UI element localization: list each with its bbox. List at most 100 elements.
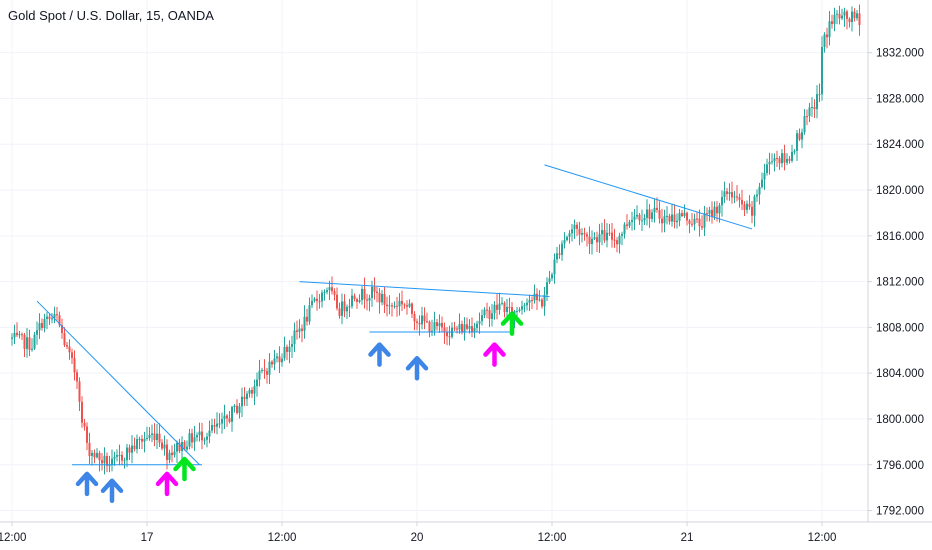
candle-body <box>648 209 651 219</box>
candle-body <box>711 209 713 217</box>
candle-body <box>378 292 381 303</box>
candle-body <box>191 433 193 443</box>
candle-body <box>646 209 648 218</box>
candle-body <box>261 369 263 371</box>
candle-body <box>146 437 148 439</box>
candle-body <box>786 158 788 163</box>
candle-body <box>521 306 523 310</box>
candle-body <box>771 161 773 163</box>
candle-body <box>48 316 51 320</box>
candle-body <box>781 153 783 164</box>
candle-body <box>753 196 756 216</box>
candle-body <box>126 447 128 461</box>
candle-body <box>856 13 858 19</box>
candle-body <box>73 358 76 373</box>
candle-body <box>16 332 18 336</box>
price-tick-label: 1808.000 <box>876 322 924 334</box>
candle-body <box>108 465 111 467</box>
candle-body <box>51 318 53 320</box>
candle-body <box>853 11 856 19</box>
candle-body <box>488 310 491 319</box>
candle-body <box>398 300 401 307</box>
candle-body <box>128 447 131 453</box>
price-tick-label: 1832.000 <box>876 48 924 60</box>
candle-body <box>346 307 348 312</box>
trendline <box>36 300 200 466</box>
candle-body <box>701 226 703 228</box>
time-tick-label: 12:00 <box>0 532 26 544</box>
candle-body <box>313 298 316 301</box>
candle-body <box>163 444 166 449</box>
candle-body <box>401 300 403 305</box>
candle-body <box>621 233 623 236</box>
candle-body <box>183 441 186 450</box>
candle-body <box>21 334 23 336</box>
candle-body <box>656 207 658 210</box>
candle-body <box>553 259 556 275</box>
candle-body <box>506 306 508 313</box>
candle-body <box>751 206 753 216</box>
candle-body <box>381 294 383 303</box>
candle-body <box>538 299 541 301</box>
candle-body <box>161 442 163 449</box>
candle-body <box>171 452 173 456</box>
candle-body <box>338 308 341 316</box>
blue-arrow-up-icon <box>405 356 429 381</box>
candle-body <box>566 236 568 241</box>
candle-body <box>198 431 201 436</box>
candle-body <box>651 212 653 219</box>
candle-body <box>328 287 331 291</box>
candle-body <box>558 253 561 255</box>
candle-body <box>316 298 318 302</box>
candle-body <box>641 220 643 222</box>
candle-body <box>431 330 433 333</box>
candle-body <box>186 446 188 450</box>
candle-body <box>266 371 268 375</box>
candle-body <box>623 224 626 234</box>
candle-body <box>116 455 118 457</box>
candle-body <box>811 107 813 109</box>
candle-body <box>838 13 841 19</box>
candle-body <box>531 300 533 302</box>
price-tick-label: 1828.000 <box>876 93 924 105</box>
candle-body <box>326 290 328 293</box>
candle-body <box>63 333 66 346</box>
candle-body <box>388 305 391 307</box>
candle-body <box>768 161 771 165</box>
time-tick-label: 12:00 <box>538 532 567 544</box>
candle-body <box>423 315 426 322</box>
candle-body <box>693 218 696 225</box>
candle-body <box>596 237 598 243</box>
candle-body <box>718 205 721 214</box>
price-tick-label: 1824.000 <box>876 139 924 151</box>
candle-body <box>631 219 633 222</box>
candle-body <box>298 328 301 332</box>
blue-arrow-up-icon <box>75 471 99 497</box>
candle-body <box>141 438 143 442</box>
candle-body <box>408 303 411 307</box>
candle-body <box>581 233 583 235</box>
candle-body <box>68 346 71 353</box>
candle-body <box>23 334 26 349</box>
candle-body <box>846 11 848 19</box>
chart-title: Gold Spot / U.S. Dollar, 15, OANDA <box>8 8 214 23</box>
candle-body <box>28 337 31 350</box>
candle-body <box>41 323 43 329</box>
candle-body <box>518 309 521 311</box>
candle-body <box>33 334 36 349</box>
price-tick-label: 1812.000 <box>876 277 924 289</box>
candle-body <box>748 203 751 207</box>
candle-body <box>291 343 293 347</box>
candle-body <box>373 286 376 292</box>
candle-body <box>498 303 501 310</box>
candle-body <box>193 437 196 443</box>
candle-body <box>573 224 576 230</box>
candle-body <box>36 330 38 335</box>
time-axis-background <box>0 522 932 550</box>
candle-body <box>88 442 91 456</box>
green-arrow-up-icon <box>173 456 196 482</box>
candle-body <box>778 158 781 164</box>
candle-body <box>18 334 21 336</box>
